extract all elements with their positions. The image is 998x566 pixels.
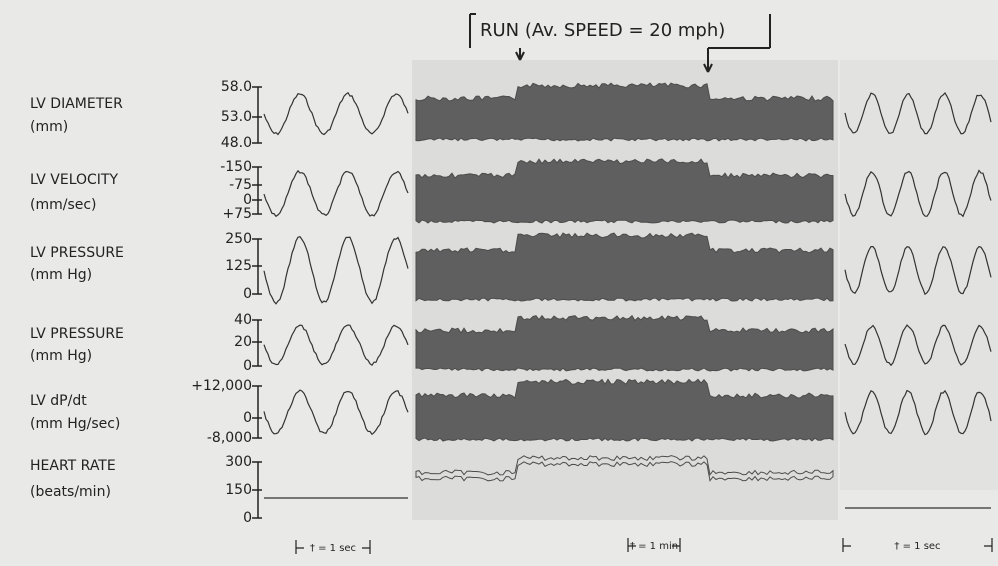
channel-label: LV DIAMETER bbox=[30, 96, 123, 112]
middle-trace bbox=[415, 82, 834, 142]
tick-label: 125 bbox=[225, 258, 252, 274]
scale-bar bbox=[295, 540, 371, 554]
left-trace bbox=[263, 324, 409, 367]
tick-label: 300 bbox=[225, 454, 252, 470]
right-trace bbox=[844, 92, 992, 135]
channel-unit: (mm Hg) bbox=[30, 348, 92, 364]
tick-label: 250 bbox=[225, 231, 252, 247]
left-trace bbox=[263, 389, 409, 436]
channel-unit: (beats/min) bbox=[30, 484, 111, 500]
middle-trace bbox=[415, 158, 834, 224]
right-trace bbox=[844, 389, 992, 436]
tick-label: 0 bbox=[243, 358, 252, 374]
middle-trace bbox=[415, 378, 834, 442]
right-trace bbox=[844, 324, 992, 367]
channel-label: LV PRESSURE bbox=[30, 326, 124, 342]
scale-bar bbox=[842, 538, 993, 552]
tick-label: 53.0 bbox=[221, 109, 252, 125]
tick-label: 0 bbox=[243, 192, 252, 208]
tick-label: 150 bbox=[225, 482, 252, 498]
figure-title: RUN (Av. SPEED = 20 mph) bbox=[480, 20, 725, 41]
middle-trace bbox=[415, 455, 834, 482]
channel-unit: (mm/sec) bbox=[30, 197, 97, 213]
tick-label: -75 bbox=[229, 177, 252, 193]
tick-label: +12,000 bbox=[191, 378, 252, 394]
channel-unit: (mm Hg/sec) bbox=[30, 416, 120, 432]
left-trace bbox=[263, 169, 409, 218]
channel-unit: (mm) bbox=[30, 119, 68, 135]
left-trace bbox=[263, 235, 409, 305]
channel-label: LV VELOCITY bbox=[30, 172, 118, 188]
tick-label: 0 bbox=[243, 510, 252, 526]
scale-bar-label: † = 1 min bbox=[630, 541, 678, 552]
channel-label: LV PRESSURE bbox=[30, 245, 124, 261]
scale-bar-label: † = 1 sec bbox=[894, 541, 940, 552]
tick-label: 40 bbox=[234, 312, 252, 328]
middle-trace bbox=[415, 232, 834, 302]
left-trace bbox=[263, 91, 409, 136]
tick-label: 20 bbox=[234, 334, 252, 350]
run-bracket bbox=[469, 13, 771, 73]
right-panel bbox=[840, 60, 998, 490]
channel-label: HEART RATE bbox=[30, 458, 116, 474]
tick-label: -150 bbox=[220, 159, 252, 175]
tick-label: +75 bbox=[222, 206, 252, 222]
tick-label: 58.0 bbox=[221, 79, 252, 95]
channel-unit: (mm Hg) bbox=[30, 267, 92, 283]
right-trace bbox=[844, 169, 992, 218]
tick-label: 0 bbox=[243, 410, 252, 426]
middle-trace bbox=[415, 314, 834, 372]
channel-label: LV dP/dt bbox=[30, 393, 87, 409]
scale-bar bbox=[627, 538, 681, 552]
scale-bar-label: † = 1 sec bbox=[310, 543, 356, 554]
tick-label: 0 bbox=[243, 286, 252, 302]
right-trace bbox=[844, 245, 992, 296]
tick-label: -8,000 bbox=[207, 430, 252, 446]
tick-label: 48.0 bbox=[221, 135, 252, 151]
